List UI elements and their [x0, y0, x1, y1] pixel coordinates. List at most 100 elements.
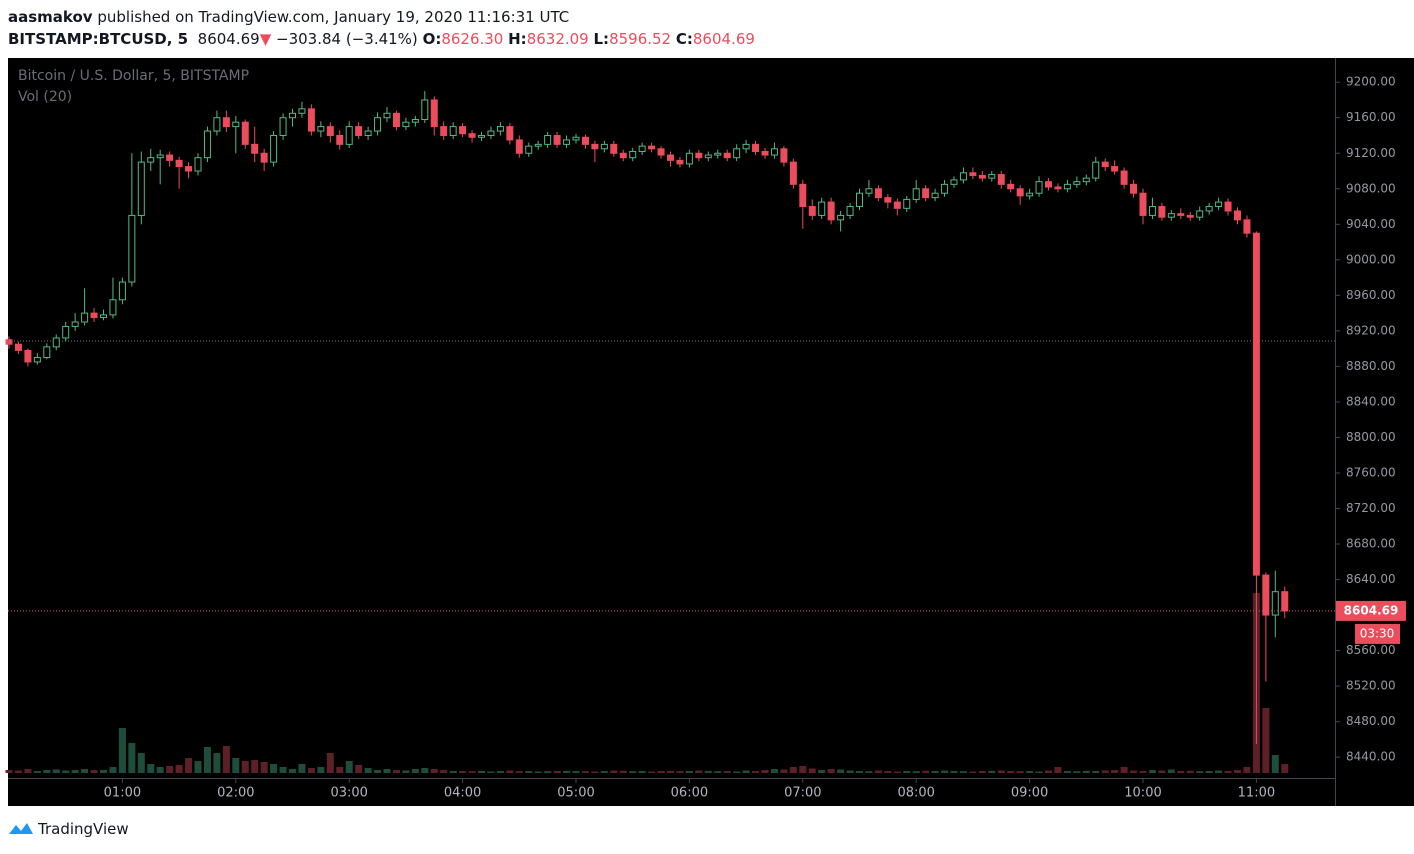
volume-bar: [780, 769, 788, 773]
candle-body: [591, 143, 599, 150]
volume-bar: [1224, 771, 1232, 773]
candle-body: [600, 143, 608, 150]
volume-bar: [941, 770, 949, 773]
candle-body: [808, 206, 816, 216]
volume-bar: [496, 771, 504, 773]
candle-body: [648, 145, 656, 150]
volume-bar: [232, 758, 240, 773]
candle-body: [893, 201, 901, 209]
candle-body: [1101, 161, 1109, 168]
candle-body: [1252, 232, 1260, 576]
volume-bar: [137, 753, 145, 773]
candle-body: [222, 117, 230, 128]
candle-body: [156, 154, 164, 159]
candle-body: [1130, 183, 1138, 194]
x-tick-label: 08:00: [897, 786, 934, 801]
volume-bar: [100, 770, 107, 773]
footer: TradingView: [8, 820, 129, 838]
volume-bar: [544, 771, 552, 773]
volume-bar: [1035, 771, 1043, 773]
volume-bar: [326, 753, 334, 773]
candle-body: [752, 143, 760, 152]
volume-bar: [487, 771, 495, 773]
candle-body: [459, 126, 467, 135]
candle-body: [1177, 213, 1185, 216]
l: 8596.52: [609, 30, 672, 48]
y-tick-label: 8720.00: [1346, 501, 1396, 515]
candle-body: [761, 150, 769, 156]
volume-bar: [355, 765, 363, 773]
volume-bar: [997, 770, 1005, 773]
author: aasmakov: [8, 8, 93, 26]
chart-title: Bitcoin / U.S. Dollar, 5, BITSTAMP: [18, 68, 249, 84]
volume-bar: [591, 771, 599, 773]
candle-body: [742, 143, 750, 150]
volume-bar: [24, 769, 32, 773]
candle-body: [14, 343, 22, 351]
candle-body: [789, 161, 797, 185]
volume-bar: [667, 770, 674, 773]
countdown-box: [1355, 623, 1400, 644]
y-tick-label: 9000.00: [1346, 252, 1396, 266]
volume-bar: [260, 762, 268, 773]
x-tick-label: 01:00: [104, 786, 141, 801]
candle-body: [392, 112, 400, 128]
volume-bar: [213, 753, 221, 773]
candle-body: [922, 188, 930, 199]
y-tick-label: 8680.00: [1346, 537, 1396, 551]
volume-bar: [1007, 771, 1015, 773]
volume-bar: [1045, 770, 1052, 773]
candle-body: [950, 179, 958, 185]
candle-body: [52, 337, 60, 348]
volume-bar: [600, 771, 608, 773]
x-tick-label: 10:00: [1124, 786, 1161, 801]
candle-body: [307, 108, 315, 132]
volume-bar: [298, 764, 306, 773]
candle-body: [553, 134, 561, 145]
candle-body: [1073, 181, 1081, 185]
volume-bar: [648, 771, 656, 773]
candle-body: [468, 133, 476, 138]
volume-bar: [251, 760, 259, 773]
candle-body: [1054, 186, 1062, 190]
candle-body: [62, 325, 70, 339]
volume-bar: [392, 770, 400, 773]
volume-bar: [922, 770, 930, 773]
volume-bar: [43, 770, 51, 773]
volume-bar: [478, 770, 485, 773]
volume-bar: [818, 770, 826, 773]
candle-body: [714, 152, 722, 156]
y-tick-label: 9120.00: [1346, 146, 1396, 160]
volume-bar: [525, 771, 533, 773]
candle-body: [1262, 574, 1270, 616]
volume-bar: [222, 746, 230, 773]
volume-bar: [714, 771, 722, 773]
volume-bar: [893, 771, 901, 773]
candle-body: [978, 174, 986, 179]
volume-bar: [364, 768, 372, 773]
volume-bar: [733, 771, 741, 773]
candle-body: [487, 130, 495, 136]
candle-body: [128, 214, 136, 283]
candle-body: [903, 198, 911, 209]
candle-body: [544, 134, 552, 145]
candle-body: [969, 172, 977, 176]
volume-bar: [1073, 771, 1081, 773]
x-tick-label: 05:00: [557, 786, 594, 801]
candle-body: [298, 108, 306, 114]
candle-body: [988, 174, 996, 179]
volume-bar: [317, 767, 325, 773]
y-tick-label: 9040.00: [1346, 217, 1396, 231]
c: 8604.69: [692, 30, 755, 48]
volume-bar: [156, 767, 164, 773]
volume-bar: [279, 767, 287, 773]
candle-body: [997, 174, 1005, 185]
volume-bar: [629, 771, 637, 773]
volume-bar: [1016, 771, 1024, 773]
candle-body: [941, 183, 949, 194]
volume-title: Vol (20): [18, 89, 72, 105]
volume-bar: [912, 771, 920, 773]
candle-body: [449, 126, 457, 136]
volume-bar: [203, 747, 211, 773]
candle-body: [175, 159, 183, 168]
